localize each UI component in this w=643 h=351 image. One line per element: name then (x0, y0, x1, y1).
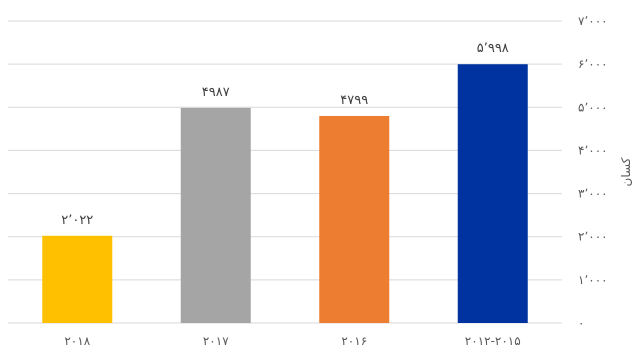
y-tick-label: ۷٬۰۰۰ (578, 14, 608, 28)
y-tick-label: ۶٬۰۰۰ (578, 57, 608, 71)
data-label: ۲٬۰۲۲ (61, 213, 93, 228)
x-tick-label: ۲۰۱۸ (64, 334, 90, 348)
x-tick-label: ۲۰۱۶ (341, 334, 367, 348)
bar (319, 115, 390, 323)
bar (42, 235, 113, 323)
y-tick-label: ۳٬۰۰۰ (578, 187, 608, 201)
bar (457, 64, 528, 324)
x-tick-label: ۲۰۱۲-۲۰۱۵ (465, 334, 521, 348)
y-tick-label: ۲٬۰۰۰ (578, 230, 608, 244)
bars (42, 64, 528, 324)
y-tick-label: ۴٬۰۰۰ (578, 143, 608, 157)
data-labels: ۲٬۰۲۲ ۴۹۸۷ ۴۷۹۹ ۵٬۹۹۸ (61, 41, 509, 228)
data-label: ۴۹۸۷ (202, 85, 230, 100)
bar (180, 107, 251, 323)
y-axis-tick-labels: ۰ ۱٬۰۰۰ ۲٬۰۰۰ ۳٬۰۰۰ ۴٬۰۰۰ ۵٬۰۰۰ ۶٬۰۰۰ ۷٬۰۰۰ (578, 14, 608, 330)
x-axis-tick-labels: ۲۰۱۸ ۲۰۱۷ ۲۰۱۶ ۲۰۱۲-۲۰۱۵ (64, 334, 520, 348)
x-tick-label: ۲۰۱۷ (203, 334, 229, 348)
y-tick-label: ۱٬۰۰۰ (578, 273, 608, 287)
y-tick-label: ۰ (578, 316, 584, 330)
data-label: ۴۷۹۹ (340, 93, 368, 108)
data-label: ۵٬۹۹۸ (477, 41, 509, 56)
y-axis-label: کسان (619, 157, 633, 186)
y-tick-label: ۵٬۰۰۰ (578, 100, 608, 114)
